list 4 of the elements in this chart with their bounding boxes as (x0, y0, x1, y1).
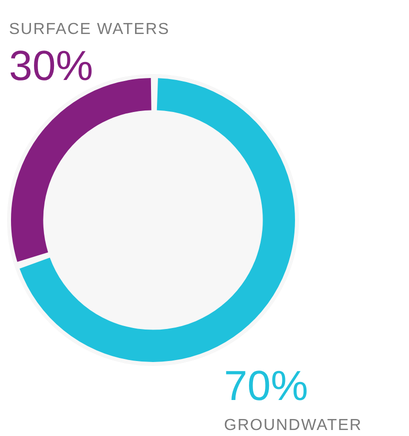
data-label: 30% (9, 42, 94, 89)
data-label: 70% (224, 362, 308, 409)
slice-label: GROUNDWATER (224, 417, 362, 434)
slice-label: SURFACE WATERS (9, 21, 170, 38)
